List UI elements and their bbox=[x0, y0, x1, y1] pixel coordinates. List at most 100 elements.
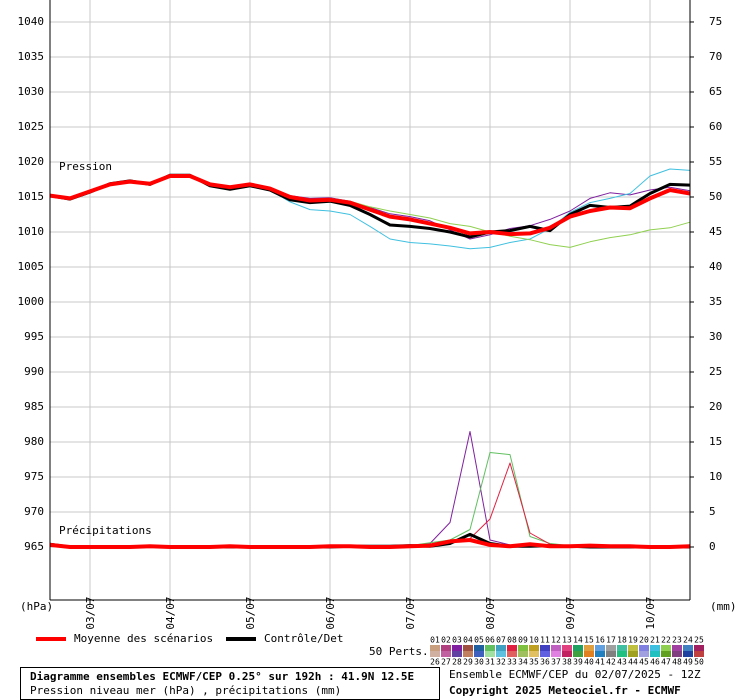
member-swatch bbox=[694, 651, 704, 657]
member-swatch bbox=[463, 651, 473, 657]
member-swatch bbox=[452, 651, 462, 657]
y2-tick-label: 30 bbox=[709, 330, 722, 343]
y2-tick-label: 40 bbox=[709, 260, 722, 273]
y-tick-label: 1025 bbox=[18, 120, 45, 133]
y2-tick-label: 75 bbox=[709, 15, 722, 28]
y-tick-label: 985 bbox=[24, 400, 44, 413]
member-label: 25 bbox=[694, 636, 704, 645]
member-label: 48 bbox=[672, 658, 682, 667]
y-tick-label: 990 bbox=[24, 365, 44, 378]
legend: Moyenne des scénarios Contrôle/Det 50 Pe… bbox=[36, 632, 704, 667]
grid bbox=[50, 0, 690, 600]
member-label: 22 bbox=[661, 636, 671, 645]
member-label: 47 bbox=[661, 658, 671, 667]
member-swatch bbox=[474, 645, 484, 651]
y-tick-label: 965 bbox=[24, 540, 44, 553]
member-swatch bbox=[650, 645, 660, 651]
legend-label: Moyenne des scénarios bbox=[74, 632, 213, 645]
member-swatch bbox=[573, 651, 583, 657]
member-label: 50 bbox=[694, 658, 704, 667]
member-label: 42 bbox=[606, 658, 616, 667]
member-swatch bbox=[639, 645, 649, 651]
member-label: 06 bbox=[485, 636, 495, 645]
y-tick-label: 980 bbox=[24, 435, 44, 448]
member-swatch bbox=[606, 645, 616, 651]
member-swatch bbox=[617, 645, 627, 651]
member-label: 28 bbox=[452, 658, 462, 667]
member-swatch bbox=[628, 645, 638, 651]
series-pressure-line bbox=[49, 174, 691, 237]
member-swatch bbox=[529, 645, 539, 651]
lines bbox=[49, 168, 691, 549]
x-tick-label: 10/07 bbox=[644, 596, 657, 629]
y-tick-label: 1020 bbox=[18, 155, 45, 168]
x-tick-label: 08/07 bbox=[484, 596, 497, 629]
member-label: 05 bbox=[474, 636, 484, 645]
member-label: 40 bbox=[584, 658, 594, 667]
member-swatch bbox=[694, 645, 704, 651]
member-label: 08 bbox=[507, 636, 517, 645]
footer-subtitle: Pression niveau mer (hPa) , précipitatio… bbox=[30, 684, 341, 697]
y2-tick-label: 10 bbox=[709, 470, 722, 483]
x-tick-label: 06/07 bbox=[324, 596, 337, 629]
member-label: 02 bbox=[441, 636, 451, 645]
member-swatch bbox=[672, 645, 682, 651]
pressure-label: Pression bbox=[59, 160, 112, 173]
member-label: 27 bbox=[441, 658, 451, 667]
member-label: 24 bbox=[683, 636, 693, 645]
member-swatch bbox=[507, 651, 517, 657]
right-axis-label: (mm) bbox=[710, 600, 737, 613]
member-swatch bbox=[628, 651, 638, 657]
member-label: 14 bbox=[573, 636, 583, 645]
x-tick-label: 09/07 bbox=[564, 596, 577, 629]
y2-tick-label: 45 bbox=[709, 225, 722, 238]
member-label: 21 bbox=[650, 636, 660, 645]
y-tick-label: 1030 bbox=[18, 85, 45, 98]
member-label: 34 bbox=[518, 658, 528, 667]
member-label: 46 bbox=[650, 658, 660, 667]
y-tick-label: 1005 bbox=[18, 260, 45, 273]
member-swatch bbox=[661, 651, 671, 657]
member-swatch bbox=[441, 645, 451, 651]
member-swatch bbox=[650, 651, 660, 657]
member-label: 41 bbox=[595, 658, 605, 667]
member-label: 20 bbox=[639, 636, 649, 645]
y2-tick-label: 25 bbox=[709, 365, 722, 378]
member-label: 13 bbox=[562, 636, 572, 645]
y2-tick-label: 15 bbox=[709, 435, 722, 448]
member-swatch bbox=[562, 651, 572, 657]
member-swatch bbox=[540, 651, 550, 657]
member-label: 03 bbox=[452, 636, 462, 645]
member-swatch bbox=[463, 645, 473, 651]
y2-tick-label: 55 bbox=[709, 155, 722, 168]
y-tick-label: 970 bbox=[24, 505, 44, 518]
y-tick-label: 975 bbox=[24, 470, 44, 483]
member-swatch bbox=[584, 651, 594, 657]
member-swatch bbox=[430, 651, 440, 657]
member-label: 49 bbox=[683, 658, 693, 667]
x-tick-label: 03/07 bbox=[84, 596, 97, 629]
member-swatch bbox=[474, 651, 484, 657]
member-swatch bbox=[562, 645, 572, 651]
member-label: 12 bbox=[551, 636, 561, 645]
member-label: 44 bbox=[628, 658, 638, 667]
footer-copyright: Copyright 2025 Meteociel.fr - ECMWF bbox=[449, 684, 681, 697]
y-tick-label: 1010 bbox=[18, 225, 45, 238]
y2-tick-label: 5 bbox=[709, 505, 716, 518]
member-swatch bbox=[507, 645, 517, 651]
member-swatch bbox=[430, 645, 440, 651]
member-swatch bbox=[661, 645, 671, 651]
members-label: 50 Perts. bbox=[369, 645, 429, 658]
member-label: 30 bbox=[474, 658, 484, 667]
member-label: 45 bbox=[639, 658, 649, 667]
member-swatch bbox=[639, 651, 649, 657]
member-label: 31 bbox=[485, 658, 495, 667]
member-label: 35 bbox=[529, 658, 539, 667]
x-tick-label: 04/07 bbox=[164, 596, 177, 629]
member-label: 32 bbox=[496, 658, 506, 667]
member-swatch bbox=[672, 651, 682, 657]
y2-tick-label: 35 bbox=[709, 295, 722, 308]
member-label: 16 bbox=[595, 636, 605, 645]
